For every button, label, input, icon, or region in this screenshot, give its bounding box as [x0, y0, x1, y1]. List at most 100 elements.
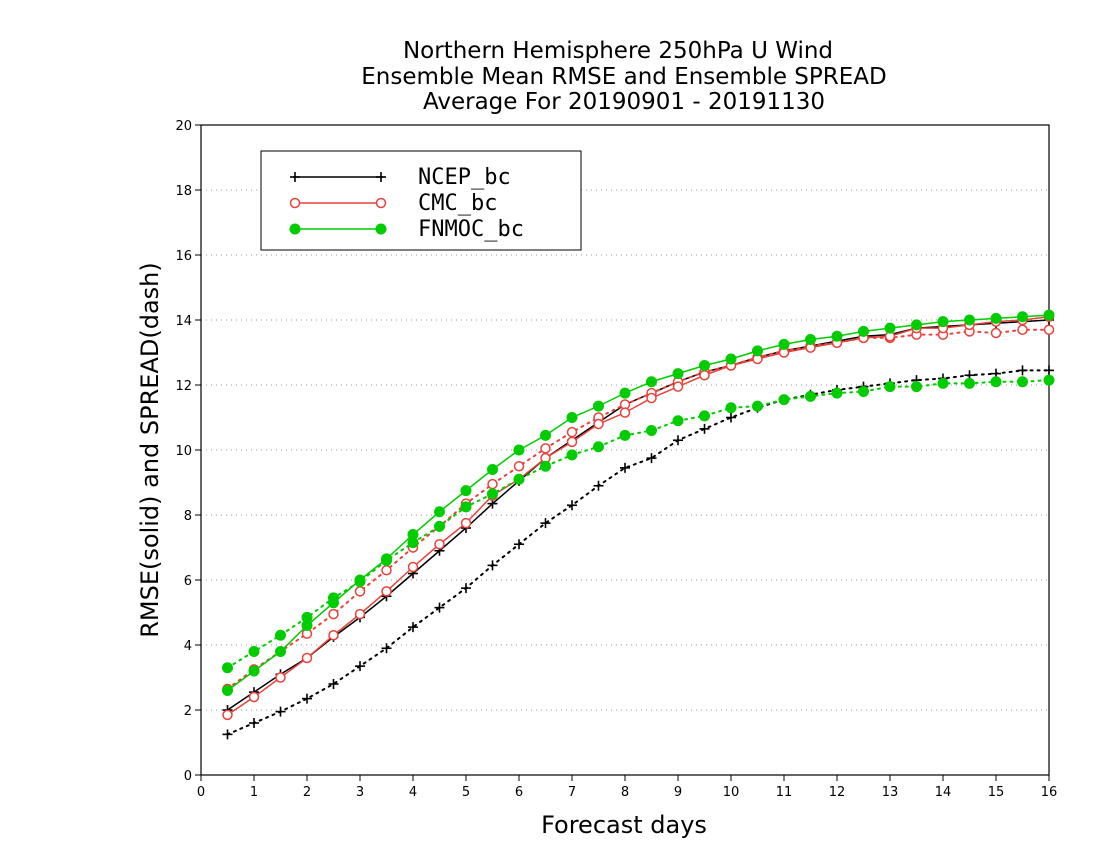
ncep-bc-spread-point-15 — [620, 462, 630, 473]
fnmoc-bc-rmse-point-8 — [434, 506, 445, 518]
cmc-bc-rmse-point-18 — [699, 370, 710, 381]
x-tick-label-5: 5 — [462, 785, 470, 800]
ncep-bc-spread-point-31 — [1044, 365, 1054, 376]
fnmoc-bc-rmse-point-30 — [1017, 311, 1028, 323]
x-axis-title: Forecast days — [541, 811, 707, 839]
title-line-1: Northern Hemisphere 250hPa U Wind — [403, 38, 833, 64]
fnmoc-bc-spread-point-13 — [566, 449, 578, 461]
fnmoc-bc-spread-point-18 — [699, 410, 710, 422]
ncep-bc-spread-point-13 — [567, 500, 577, 511]
fnmoc-bc-rmse-point-15 — [619, 387, 631, 399]
ncep-bc-spread-point-5 — [355, 661, 365, 672]
cmc-bc-rmse-point-2 — [275, 672, 286, 683]
fnmoc-bc-spread-point-29 — [990, 376, 1002, 388]
legend-marker-start-ncep-bc — [290, 172, 300, 182]
fnmoc-bc-rmse-line — [227, 314, 1050, 692]
ncep-bc-spread-point-6 — [381, 643, 392, 654]
y-tick-label-5: 10 — [175, 444, 192, 459]
fnmoc-bc-spread-point-8 — [434, 520, 445, 532]
cmc-bc-spread-point-12 — [540, 443, 551, 454]
ncep-bc-spread-point-10 — [487, 560, 498, 571]
fnmoc-bc-rmse-point-7 — [407, 529, 419, 540]
cmc-bc-spread-point-6 — [381, 565, 392, 576]
cmc-bc-rmse-point-8 — [434, 539, 445, 550]
ncep-bc-spread-point-17 — [673, 435, 683, 446]
fnmoc-bc-spread-point-23 — [831, 387, 843, 399]
fnmoc-bc-spread-point-22 — [805, 390, 816, 402]
fnmoc-bc-spread-point-10 — [487, 488, 498, 500]
ncep-bc-spread-point-11 — [514, 539, 524, 550]
legend-label-ncep-bc: NCEP_bc — [418, 165, 511, 190]
x-tick-label-8: 8 — [621, 785, 629, 800]
cmc-bc-rmse-point-3 — [301, 652, 313, 664]
fnmoc-bc-spread-point-12 — [540, 460, 551, 472]
title-line-3: Average For 20190901 - 20191130 — [423, 89, 825, 115]
ncep-bc-spread-point-14 — [593, 480, 604, 491]
fnmoc-bc-rmse-point-25 — [884, 322, 896, 334]
legend-marker-start-cmc-bc — [289, 197, 301, 209]
cmc-bc-spread-point-11 — [513, 461, 525, 472]
cmc-bc-rmse-point-17 — [672, 381, 684, 392]
cmc-bc-rmse-point-9 — [460, 517, 472, 529]
cmc-bc-spread-point-31 — [1043, 324, 1055, 335]
y-tick-label-9: 18 — [175, 184, 192, 199]
x-tick-label-10: 10 — [723, 785, 740, 800]
cmc-bc-spread-point-10 — [487, 478, 498, 490]
fnmoc-bc-rmse-point-4 — [328, 597, 339, 609]
x-tick-label-12: 12 — [829, 785, 846, 800]
y-tick-label-8: 16 — [175, 249, 192, 264]
fnmoc-bc-rmse-point-31 — [1043, 309, 1055, 321]
cmc-bc-spread-point-29 — [990, 327, 1002, 339]
x-tick-label-13: 13 — [882, 785, 899, 800]
fnmoc-bc-rmse-point-3 — [301, 620, 313, 631]
y-tick-label-4: 8 — [184, 509, 192, 524]
fnmoc-bc-spread-point-1 — [248, 646, 260, 657]
cmc-bc-rmse-point-4 — [328, 630, 339, 641]
legend-marker-end-fnmoc-bc — [375, 223, 387, 235]
grid — [201, 189, 1049, 711]
cmc-bc-rmse-point-6 — [381, 586, 392, 597]
fnmoc-bc-rmse-point-17 — [672, 368, 684, 380]
fnmoc-bc-rmse-point-9 — [460, 485, 472, 497]
fnmoc-bc-spread-point-14 — [593, 441, 604, 453]
fnmoc-bc-spread-point-20 — [752, 400, 763, 412]
cmc-bc-rmse-point-13 — [566, 436, 578, 448]
cmc-bc-spread-point-13 — [566, 426, 578, 438]
fnmoc-bc-spread-point-9 — [460, 501, 472, 513]
ncep-bc-spread-point-2 — [275, 706, 286, 717]
legend-marker-end-cmc-bc — [375, 197, 387, 209]
ncep-bc-spread-point-9 — [461, 583, 471, 594]
x-tick-label-1: 1 — [250, 785, 258, 800]
ncep-bc-spread-point-18 — [699, 423, 710, 434]
fnmoc-bc-rmse-point-16 — [646, 376, 657, 388]
cmc-bc-rmse-point-0 — [222, 709, 233, 721]
y-tick-label-0: 0 — [184, 769, 192, 784]
fnmoc-bc-spread-point-2 — [275, 629, 286, 641]
ncep-bc-spread-point-0 — [222, 729, 233, 740]
x-tick-label-4: 4 — [409, 785, 417, 800]
x-tick-label-6: 6 — [515, 785, 523, 800]
legend-label-cmc-bc: CMC_bc — [418, 191, 497, 216]
fnmoc-bc-rmse-point-1 — [248, 665, 260, 677]
fnmoc-bc-spread-point-27 — [937, 377, 949, 389]
fnmoc-bc-rmse-point-24 — [858, 325, 869, 337]
x-tick-label-9: 9 — [674, 785, 682, 800]
fnmoc-bc-rmse-point-19 — [725, 353, 737, 365]
y-tick-label-1: 2 — [184, 704, 192, 719]
fnmoc-bc-spread-point-24 — [858, 386, 869, 397]
fnmoc-bc-rmse-point-23 — [831, 330, 843, 342]
x-tick-label-7: 7 — [568, 785, 576, 800]
fnmoc-bc-spread-point-19 — [725, 402, 737, 414]
fnmoc-bc-rmse-point-27 — [937, 316, 949, 328]
fnmoc-bc-spread-point-28 — [964, 377, 975, 389]
cmc-bc-rmse-line — [227, 316, 1050, 716]
fnmoc-bc-spread-point-11 — [513, 473, 525, 485]
cmc-bc-rmse-point-5 — [354, 608, 366, 620]
fnmoc-bc-rmse-point-14 — [593, 400, 604, 412]
fnmoc-bc-spread-point-30 — [1017, 376, 1028, 388]
x-tick-label-3: 3 — [356, 785, 364, 800]
ncep-bc-spread-point-30 — [1017, 365, 1028, 376]
series-layer — [222, 309, 1055, 740]
x-tick-label-16: 16 — [1041, 785, 1058, 800]
